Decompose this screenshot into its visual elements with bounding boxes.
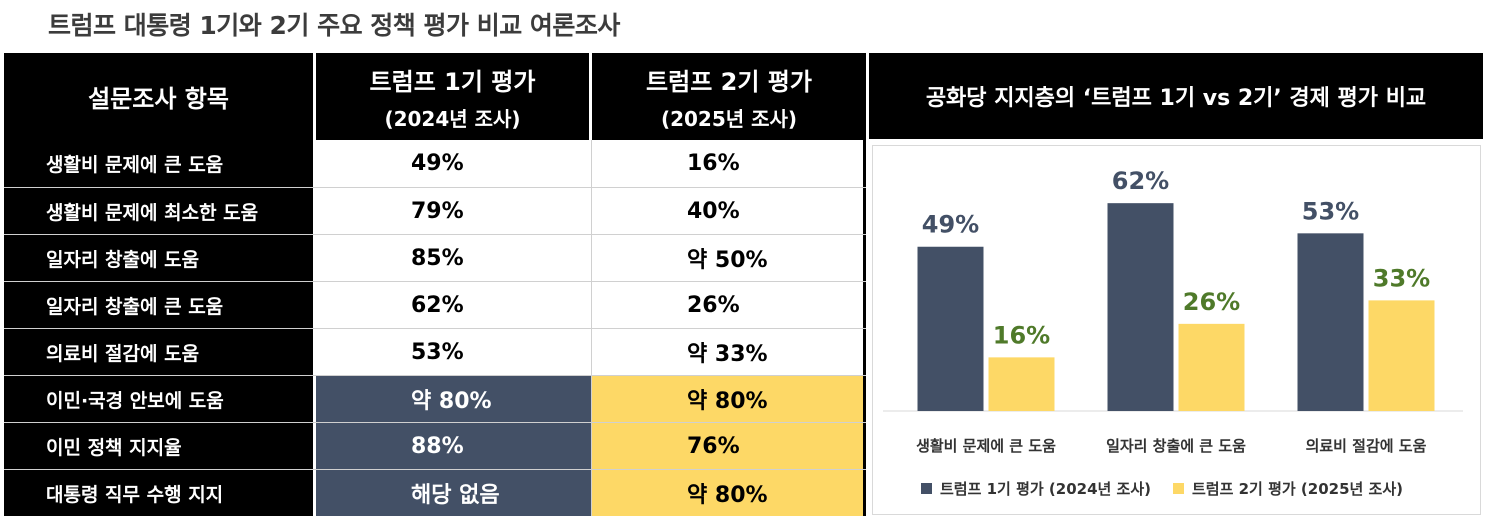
row-value-term2: 76% xyxy=(592,423,866,469)
header-term2-sub: (2025년 조사) xyxy=(660,106,798,131)
row-value-term2: 약 50% xyxy=(592,235,866,281)
header-term1: 트럼프 1기 평가 (2024년 조사) xyxy=(316,53,592,140)
chart-svg: 49% 16% 생활비 문제에 큰 도움 62% 26% 일자리 창출에 큰 도움 53% 3… xyxy=(883,167,1463,455)
row-label: 일자리 창출에 도움 xyxy=(4,235,316,281)
row-value-term1: 62% xyxy=(316,282,592,328)
bar-series1 xyxy=(1107,203,1174,411)
row-value-term1: 약 80% xyxy=(316,376,592,422)
bar-series1 xyxy=(1297,233,1364,411)
row-label: 생활비 문제에 큰 도움 xyxy=(4,140,316,187)
header-term1-label: 트럼프 1기 평가 xyxy=(369,67,536,96)
category-label: 생활비 문제에 큰 도움 xyxy=(916,437,1056,455)
bar-series2 xyxy=(988,357,1055,411)
row-label: 일자리 창출에 큰 도움 xyxy=(4,282,316,328)
page-title: 트럼프 대통령 1기와 2기 주요 정책 평가 비교 여론조사 xyxy=(48,11,620,40)
row-value-term2: 40% xyxy=(592,188,866,234)
data-label-series2: 16% xyxy=(993,321,1050,349)
row-value-term1: 79% xyxy=(316,188,592,234)
chart-legend: 트럼프 1기 평가 (2024년 조사) 트럼프 2기 평가 (2025년 조사… xyxy=(921,478,1425,499)
header-term1-sub: (2024년 조사) xyxy=(384,106,521,131)
table-body: 생활비 문제에 큰 도움 49% 16% 생활비 문제에 최소한 도움 79% 40% 일자… xyxy=(4,140,866,516)
row-value-term1: 53% xyxy=(316,329,592,375)
category-label: 일자리 창출에 큰 도움 xyxy=(1106,437,1246,455)
table-row: 의료비 절감에 도움 53% 약 33% xyxy=(4,328,866,375)
row-label: 생활비 문제에 최소한 도움 xyxy=(4,188,316,234)
table-row: 대통령 직무 수행 지지 해당 없음 약 80% xyxy=(4,469,866,516)
header-item-label: 설문조사 항목 xyxy=(88,85,229,113)
row-value-term2: 26% xyxy=(592,282,866,328)
table-row: 일자리 창출에 큰 도움 62% 26% xyxy=(4,281,866,328)
row-value-term1: 49% xyxy=(316,140,592,187)
data-label-series1: 49% xyxy=(922,211,979,239)
row-label: 이민·국경 안보에 도움 xyxy=(4,376,316,422)
table-row: 이민·국경 안보에 도움 약 80% 약 80% xyxy=(4,375,866,422)
table-header-row: 설문조사 항목 트럼프 1기 평가 (2024년 조사) 트럼프 2기 평가 (… xyxy=(4,53,866,140)
row-value-term1: 88% xyxy=(316,423,592,469)
header-term2-label: 트럼프 2기 평가 xyxy=(646,67,812,96)
row-value-term2: 16% xyxy=(592,140,866,187)
header-term2: 트럼프 2기 평가 (2025년 조사) xyxy=(592,53,866,140)
row-label: 의료비 절감에 도움 xyxy=(4,329,316,375)
legend-label-series1: 트럼프 1기 평가 (2024년 조사) xyxy=(940,480,1151,498)
data-label-series2: 33% xyxy=(1373,264,1430,292)
header-item: 설문조사 항목 xyxy=(4,53,316,140)
row-value-term1: 해당 없음 xyxy=(316,470,592,516)
bar-series1 xyxy=(917,246,984,411)
table-row: 생활비 문제에 최소한 도움 79% 40% xyxy=(4,187,866,234)
chart-title: 공화당 지지층의 ‘트럼프 1기 vs 2기’ 경제 평가 비교 xyxy=(869,53,1483,139)
legend-label-series2: 트럼프 2기 평가 (2025년 조사) xyxy=(1192,480,1403,498)
data-label-series1: 53% xyxy=(1302,197,1359,225)
bar-series2 xyxy=(1178,323,1245,411)
row-label: 대통령 직무 수행 지지 xyxy=(4,470,316,516)
category-label: 의료비 절감에 도움 xyxy=(1306,437,1427,455)
legend-item-series2: 트럼프 2기 평가 (2025년 조사) xyxy=(1173,478,1403,499)
bar-chart: 49% 16% 생활비 문제에 큰 도움 62% 26% 일자리 창출에 큰 도움 53% 3… xyxy=(872,145,1481,515)
row-value-term2: 약 33% xyxy=(592,329,866,375)
row-value-term2: 약 80% xyxy=(592,376,866,422)
legend-swatch-series2 xyxy=(1173,483,1184,494)
data-label-series2: 26% xyxy=(1183,288,1240,316)
row-label: 이민 정책 지지율 xyxy=(4,423,316,469)
data-label-series1: 62% xyxy=(1112,167,1169,195)
bar-series2 xyxy=(1368,300,1435,411)
survey-table: 설문조사 항목 트럼프 1기 평가 (2024년 조사) 트럼프 2기 평가 (… xyxy=(4,53,866,519)
legend-swatch-series1 xyxy=(921,483,932,494)
row-value-term2: 약 80% xyxy=(592,470,866,516)
table-row: 생활비 문제에 큰 도움 49% 16% xyxy=(4,140,866,187)
table-row: 일자리 창출에 도움 85% 약 50% xyxy=(4,234,866,281)
row-value-term1: 85% xyxy=(316,235,592,281)
table-row: 이민 정책 지지율 88% 76% xyxy=(4,422,866,469)
legend-item-series1: 트럼프 1기 평가 (2024년 조사) xyxy=(921,478,1151,499)
